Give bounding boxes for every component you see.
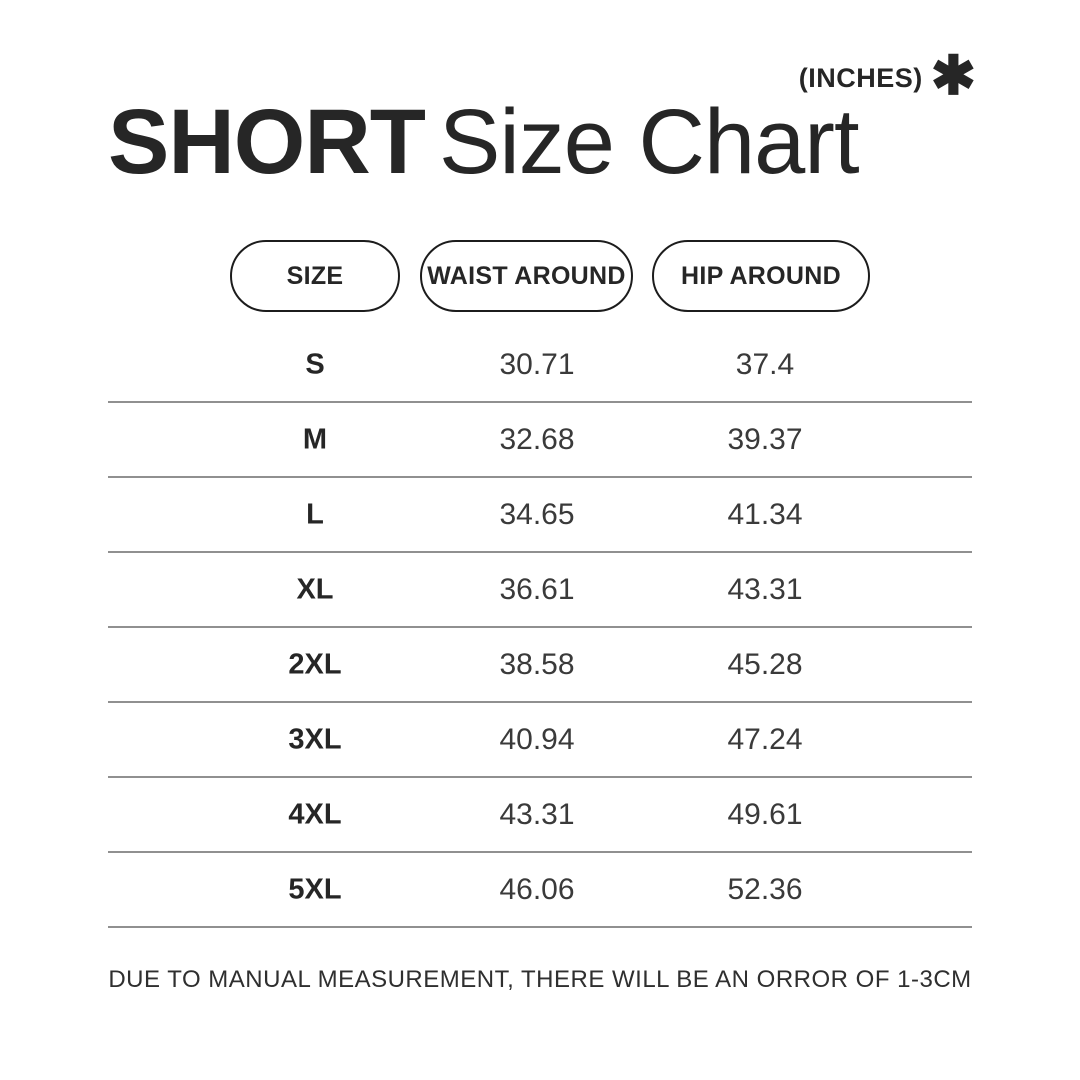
table-cell-size: 2XL <box>288 648 342 680</box>
table-row: 2XL 38.58 45.28 <box>108 628 972 703</box>
table-cell-hip: 41.34 <box>727 497 803 531</box>
table-row: XL 36.61 43.31 <box>108 553 972 628</box>
table-cell-size: 4XL <box>288 798 342 830</box>
table-cell-waist: 32.68 <box>499 422 575 456</box>
table-cell-waist: 34.65 <box>499 497 575 531</box>
size-table: SIZE WAIST AROUND HIP AROUND S 30.71 37.4 M… <box>108 240 972 928</box>
table-cell-waist: 43.31 <box>499 797 575 831</box>
table-cell-waist: 38.58 <box>499 647 575 681</box>
column-header-hip-around: HIP AROUND <box>652 240 870 312</box>
table-cell-size: S <box>305 348 325 380</box>
table-cell-waist: 40.94 <box>499 722 575 756</box>
table-cell-hip: 39.37 <box>727 422 803 456</box>
table-cell-size: XL <box>296 573 334 605</box>
table-cell-size: M <box>302 423 328 455</box>
table-cell-waist: 46.06 <box>499 872 575 906</box>
asterisk-icon: ✱ <box>930 46 976 106</box>
table-header-row: SIZE WAIST AROUND HIP AROUND <box>108 240 972 312</box>
page-title-regular: Size Chart <box>439 91 859 193</box>
unit-label-group: (INCHES) ✱ <box>798 46 976 106</box>
footer-note: DUE TO MANUAL MEASUREMENT, THERE WILL BE… <box>108 966 972 993</box>
column-header-size: SIZE <box>230 240 400 312</box>
table-cell-hip: 43.31 <box>727 572 803 606</box>
table-cell-hip: 37.4 <box>735 347 795 381</box>
table-row: 3XL 40.94 47.24 <box>108 703 972 778</box>
table-row: M 32.68 39.37 <box>108 403 972 478</box>
table-row: S 30.71 37.4 <box>108 328 972 403</box>
table-row: 5XL 46.06 52.36 <box>108 853 972 928</box>
table-row: L 34.65 41.34 <box>108 478 972 553</box>
table-cell-waist: 36.61 <box>499 572 575 606</box>
table-row: 4XL 43.31 49.61 <box>108 778 972 853</box>
page-title-bold: SHORT <box>108 91 426 193</box>
table-cell-size: 5XL <box>288 873 342 905</box>
table-cell-hip: 52.36 <box>727 872 803 906</box>
table-cell-size: L <box>306 498 324 530</box>
table-cell-waist: 30.71 <box>499 347 575 381</box>
table-cell-hip: 45.28 <box>727 647 803 681</box>
table-cell-hip: 47.24 <box>727 722 803 756</box>
table-body: S 30.71 37.4 M 32.68 39.37 L 34.65 41.34 XL 36.61 4… <box>108 328 972 928</box>
table-cell-size: 3XL <box>288 723 342 755</box>
page-title: SHORT Size Chart <box>108 94 859 191</box>
table-cell-hip: 49.61 <box>727 797 803 831</box>
unit-label: (INCHES) <box>798 62 923 93</box>
column-header-waist-around: WAIST AROUND <box>420 240 633 312</box>
